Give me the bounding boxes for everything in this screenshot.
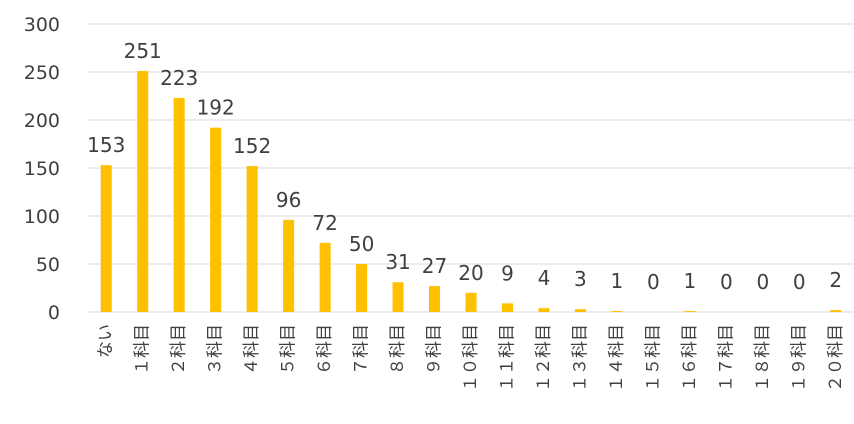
bar-3科目 <box>210 127 222 313</box>
data-label-12科目: 4 <box>538 266 551 290</box>
y-tick-label-300: 300 <box>24 14 60 36</box>
bars <box>100 71 842 313</box>
x-tick-label-10科目: １０科目 <box>461 324 481 392</box>
x-tick-label-5科目: ５科目 <box>279 324 299 375</box>
data-label-7科目: 50 <box>349 232 374 256</box>
bar-10科目 <box>465 292 477 312</box>
bar-4科目 <box>246 166 258 312</box>
x-tick-label-2科目: ２科目 <box>169 324 189 375</box>
data-label-6科目: 72 <box>312 211 337 235</box>
data-label-3科目: 192 <box>197 96 235 120</box>
data-label-19科目: 0 <box>793 270 806 294</box>
y-axis-ticks: 0 50 100 150 200 250 300 <box>24 14 60 324</box>
data-label-2科目: 223 <box>160 66 198 90</box>
bar-ない <box>100 165 112 312</box>
data-label-11科目: 9 <box>501 261 514 285</box>
data-label-5科目: 96 <box>276 188 301 212</box>
y-tick-label-0: 0 <box>48 302 60 324</box>
x-tick-label-15科目: １５科目 <box>643 324 663 392</box>
data-label-10科目: 20 <box>458 261 483 285</box>
y-tick-label-250: 250 <box>24 62 60 84</box>
bar-6科目 <box>319 242 331 312</box>
y-tick-label-100: 100 <box>24 206 60 228</box>
data-label-8科目: 31 <box>385 250 410 274</box>
bar-13科目 <box>574 309 586 312</box>
data-label-15科目: 0 <box>647 270 660 294</box>
x-tick-label-7科目: ７科目 <box>352 324 372 375</box>
bar-2科目 <box>173 97 185 312</box>
bar-8科目 <box>392 282 404 312</box>
x-tick-label-20科目: ２０科目 <box>826 324 846 392</box>
data-label-1科目: 251 <box>124 39 162 63</box>
x-tick-label-14科目: １４科目 <box>607 324 627 392</box>
data-label-17科目: 0 <box>720 270 733 294</box>
y-tick-label-50: 50 <box>36 254 60 276</box>
x-tick-label-13科目: １３科目 <box>570 324 590 392</box>
data-label-9科目: 27 <box>422 254 447 278</box>
data-label-13科目: 3 <box>574 267 587 291</box>
x-tick-label-9科目: ９科目 <box>425 324 445 375</box>
x-tick-label-19科目: １９科目 <box>789 324 809 392</box>
bar-1科目 <box>137 71 149 312</box>
bar-5科目 <box>283 219 295 312</box>
x-tick-label-17科目: １７科目 <box>716 324 736 392</box>
bar-9科目 <box>429 286 441 312</box>
y-tick-label-150: 150 <box>24 158 60 180</box>
data-label-ない: 153 <box>87 133 125 157</box>
bar-14科目 <box>611 311 623 312</box>
bar-20科目 <box>830 310 842 312</box>
data-label-20科目: 2 <box>829 268 842 292</box>
x-axis-ticks: ない １科目 ２科目 ３科目 ４科目 ５科目 ６科目 ７科目 ８科目 ９科目 １０科目 １１科目 １２科… <box>96 324 846 392</box>
x-tick-label-6科目: ６科目 <box>315 324 335 375</box>
bar-16科目 <box>684 311 696 312</box>
y-tick-label-200: 200 <box>24 110 60 132</box>
data-label-14科目: 1 <box>611 269 624 293</box>
x-tick-label-11科目: １１科目 <box>497 324 517 392</box>
x-tick-label-18科目: １８科目 <box>753 324 773 392</box>
x-tick-label-ない: ない <box>96 324 116 358</box>
data-label-18科目: 0 <box>756 270 769 294</box>
x-tick-label-8科目: ８科目 <box>388 324 408 375</box>
bar-12科目 <box>538 308 550 312</box>
x-tick-label-16科目: １６科目 <box>680 324 700 392</box>
x-tick-label-1科目: １科目 <box>133 324 153 375</box>
x-tick-label-3科目: ３科目 <box>206 324 226 375</box>
x-tick-label-4科目: ４科目 <box>242 324 262 375</box>
data-label-16科目: 1 <box>683 269 696 293</box>
x-tick-label-12科目: １２科目 <box>534 324 554 392</box>
bar-11科目 <box>501 303 513 312</box>
data-label-4科目: 152 <box>233 134 271 158</box>
bar-7科目 <box>356 264 368 312</box>
